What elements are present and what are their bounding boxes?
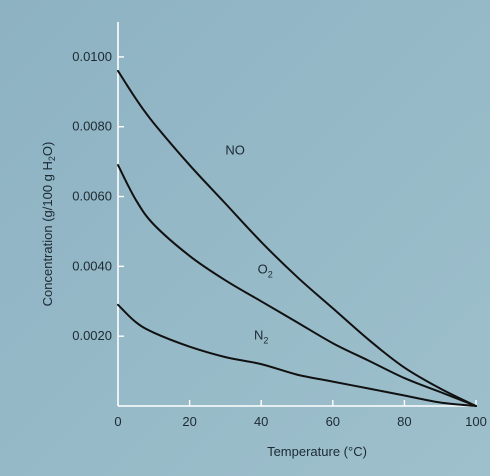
x-tick-label: 60 <box>326 414 340 429</box>
series-label-n2: N2 <box>254 328 268 346</box>
x-tick-label: 40 <box>254 414 268 429</box>
y-axis-title: Concentration (g/100 g H2O) <box>40 142 57 307</box>
y-tick-label: 0.0080 <box>72 119 112 134</box>
x-tick-label: 100 <box>465 414 487 429</box>
x-tick-label: 80 <box>397 414 411 429</box>
series-label-o2: O2 <box>258 261 273 279</box>
series-group <box>117 69 477 407</box>
label-group: Temperature (°C) Concentration (g/100 g H… <box>40 142 367 459</box>
series-label-no: NO <box>225 143 245 158</box>
axes <box>117 22 476 407</box>
x-tick-label: 20 <box>182 414 196 429</box>
y-tick-label: 0.0100 <box>72 49 112 64</box>
y-tick-label: 0.0040 <box>72 258 112 273</box>
x-axis-title: Temperature (°C) <box>267 444 367 459</box>
y-tick-label: 0.0060 <box>72 189 112 204</box>
ticks: 0 20 40 60 80 100 0.0020 0.0040 0.0060 0.0080 0.01… <box>72 49 487 429</box>
series-line-no <box>117 69 477 407</box>
x-tick-label: 0 <box>114 414 121 429</box>
series-line-n2 <box>117 303 477 407</box>
y-tick-label: 0.0020 <box>72 328 112 343</box>
series-line-o2 <box>117 164 477 407</box>
